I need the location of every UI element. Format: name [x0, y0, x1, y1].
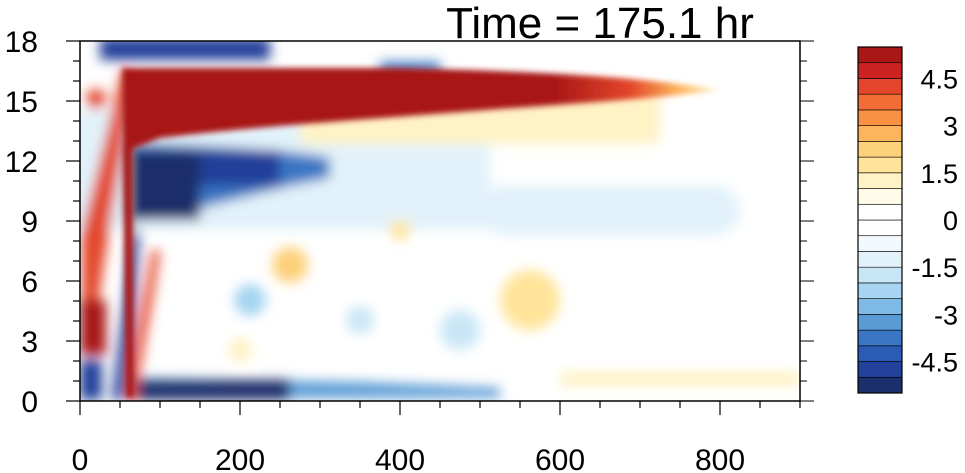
colorbar-box [857, 172, 903, 189]
colorbar-box [857, 93, 903, 111]
weak-positive-patch-1 [500, 270, 560, 330]
x-tick-label: 200 [215, 444, 265, 473]
colorbar-tick-label: -3 [934, 300, 958, 330]
colorbar-box [857, 345, 903, 362]
colorbar-tick-label: 3 [943, 112, 958, 142]
colorbar-box [857, 282, 903, 299]
main-positive-jet [122, 68, 720, 150]
left-positive-blob [86, 89, 106, 109]
y-tick-label: 18 [5, 26, 38, 59]
colorbar-box [857, 46, 903, 64]
left-positive-core [80, 300, 106, 355]
colorbar-box [857, 188, 903, 205]
colorbar-tick-label: 0 [943, 206, 958, 236]
colorbar-tick-label: 1.5 [920, 159, 958, 189]
colorbar-box [857, 329, 903, 347]
colorbar-box [857, 156, 903, 174]
x-tick-label: 0 [72, 444, 89, 473]
heatmap-field [80, 41, 800, 400]
negative-core-2 [200, 150, 280, 186]
colorbar-box [857, 109, 903, 126]
y-tick-label: 15 [5, 86, 38, 119]
colorbar-frame [857, 46, 903, 394]
colorbar-box [857, 376, 903, 394]
main-positive-jet-front [122, 68, 134, 398]
y-tick-label: 0 [21, 386, 38, 419]
weak-negative-patch-2 [440, 310, 480, 350]
colorbar-box [857, 298, 903, 315]
y-tick-label: 3 [21, 326, 38, 359]
top-negative-patch [100, 41, 270, 60]
colorbar-box [857, 266, 903, 284]
colorbar-tick-label: -1.5 [911, 253, 958, 283]
x-axis: 0 200 400 600 800 [72, 401, 801, 473]
colorbar-box [857, 251, 903, 268]
x-tick-label: 600 [535, 444, 585, 473]
halo-light-blue-right [480, 185, 740, 235]
left-negative-base [80, 360, 102, 400]
colorbar-tick-label: 4.5 [920, 64, 958, 94]
weak-negative-patch-1 [234, 284, 266, 316]
weak-positive-patch-4 [228, 338, 252, 362]
negative-core-1 [130, 150, 200, 220]
colorbar: 4.5 3 1.5 0 -1.5 -3 -4.5 [857, 46, 958, 394]
weak-positive-surface-strip [560, 372, 800, 386]
colorbar-box [857, 203, 903, 221]
y-tick-label: 9 [21, 206, 38, 239]
colorbar-box [857, 219, 903, 237]
weak-negative-patch-3 [346, 306, 374, 334]
colorbar-box [857, 62, 903, 79]
x-tick-label: 800 [695, 444, 745, 473]
chart-title: Time = 175.1 hr [446, 0, 754, 48]
colorbar-box [857, 235, 903, 252]
colorbar-box [857, 361, 903, 378]
colorbar-box [857, 314, 903, 331]
weak-positive-patch-3 [390, 220, 410, 240]
y-tick-label: 12 [5, 146, 38, 179]
plot-area [79, 40, 801, 402]
colorbar-box [857, 141, 903, 158]
inner-positive-streak [128, 250, 160, 400]
y-tick-label: 6 [21, 266, 38, 299]
y-axis: 0 3 6 9 12 15 18 [5, 26, 814, 419]
colorbar-box [857, 78, 903, 95]
left-positive-column [82, 70, 128, 355]
colorbar-tick-label: -4.5 [911, 348, 958, 378]
x-tick-label: 400 [375, 444, 425, 473]
weak-positive-patch-2 [272, 247, 308, 283]
surface-negative-core [130, 380, 290, 400]
colorbar-box [857, 125, 903, 142]
